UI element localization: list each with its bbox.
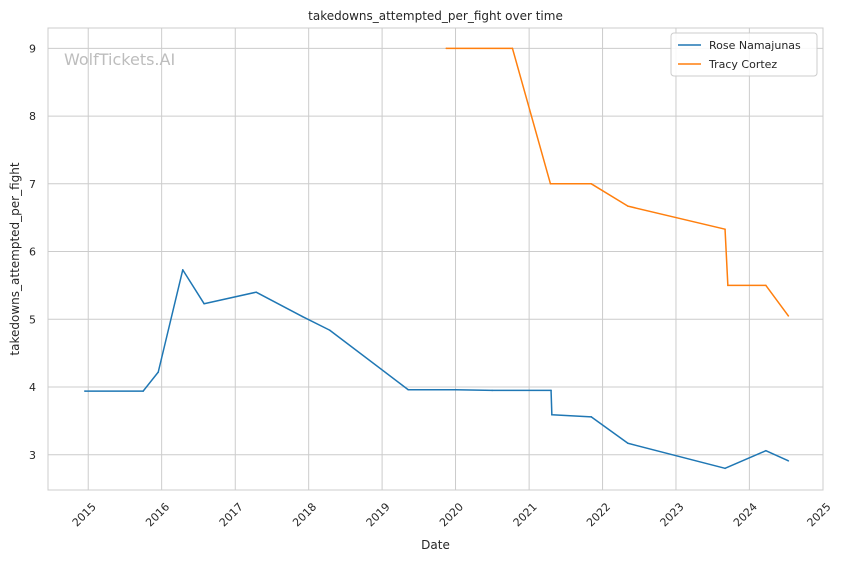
data-point-tracy-cortez	[549, 183, 552, 185]
data-point-tracy-cortez	[727, 284, 729, 287]
data-point-rose-namajunas	[301, 315, 304, 318]
legend-box	[670, 32, 818, 77]
data-point-rose-namajunas	[724, 467, 726, 470]
data-point-rose-namajunas	[203, 302, 205, 305]
data-point-rose-namajunas	[787, 460, 790, 462]
data-point-rose-namajunas	[255, 291, 257, 293]
data-point-tracy-cortez	[590, 183, 593, 185]
data-point-tracy-cortez	[787, 315, 790, 317]
legend-label-tracy-cortez: Tracy Cortez	[708, 58, 777, 71]
chart-title: takedowns_attempted_per_fight over time	[308, 9, 563, 23]
legend-label-rose-namajunas: Rose Namajunas	[709, 39, 801, 52]
y-tick-label: 9	[29, 42, 36, 55]
data-point-rose-namajunas	[142, 390, 144, 392]
data-point-tracy-cortez	[511, 47, 514, 50]
y-tick-label: 5	[29, 313, 36, 326]
data-point-tracy-cortez	[627, 205, 629, 207]
data-point-rose-namajunas	[590, 416, 593, 418]
y-tick-label: 6	[29, 246, 36, 259]
data-point-rose-namajunas	[765, 449, 767, 452]
series-lines	[84, 47, 790, 470]
y-tick-label: 3	[29, 449, 36, 462]
y-axis-title: takedowns_attempted_per_fight	[8, 162, 22, 355]
data-point-rose-namajunas	[454, 388, 457, 391]
watermark: WolfTickets.AI	[64, 50, 175, 69]
y-tick-label: 4	[29, 381, 36, 394]
data-point-rose-namajunas	[627, 442, 629, 445]
x-axis-title: Date	[421, 538, 450, 552]
series-line-rose-namajunas	[84, 269, 789, 470]
data-point-tracy-cortez	[445, 47, 448, 50]
data-point-rose-namajunas	[328, 329, 331, 331]
data-point-tracy-cortez	[724, 228, 726, 230]
data-point-rose-namajunas	[491, 389, 493, 392]
data-point-tracy-cortez	[765, 284, 767, 287]
data-point-rose-namajunas	[181, 269, 184, 271]
y-tick-label: 8	[29, 110, 36, 123]
data-point-rose-namajunas	[551, 414, 553, 416]
plot-frame	[47, 27, 824, 491]
legend: Rose Namajunas Tracy Cortez	[670, 32, 818, 77]
data-point-rose-namajunas	[407, 388, 410, 391]
data-point-rose-namajunas	[157, 371, 160, 373]
y-tick-label: 7	[29, 178, 36, 191]
data-point-rose-namajunas	[550, 389, 552, 392]
data-point-rose-namajunas	[84, 390, 86, 392]
